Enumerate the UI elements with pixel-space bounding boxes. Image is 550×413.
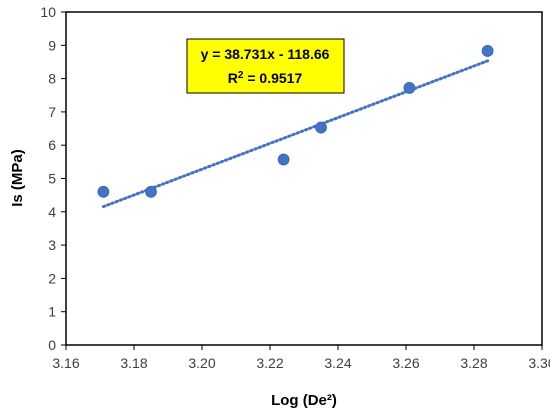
r-squared-value: = 0.9517	[243, 70, 302, 86]
y-tick-label: 2	[48, 270, 56, 286]
data-point	[481, 45, 494, 57]
y-tick-label: 0	[48, 337, 56, 353]
x-tick-label: 3.16	[52, 355, 79, 371]
y-axis-ticks: 0 1 2 3 4 5 6 7 8 9 10	[40, 4, 66, 353]
trendline-equation: y = 38.731x - 118.66	[201, 46, 330, 62]
x-tick-label: 3.18	[120, 355, 147, 371]
data-point	[277, 153, 290, 166]
x-axis-title: Log (De²)	[271, 392, 337, 409]
y-axis-title: Is (MPa)	[9, 149, 26, 207]
y-tick-label: 3	[48, 237, 56, 253]
r-squared-label: R2 = 0.9517	[228, 70, 303, 86]
y-tick-label: 8	[48, 71, 56, 87]
y-tick-label: 1	[48, 304, 56, 320]
data-point	[403, 82, 416, 94]
data-point	[145, 185, 157, 198]
data-points	[97, 45, 494, 198]
r-squared-symbol: R	[228, 70, 238, 86]
data-point	[315, 121, 327, 134]
trendline	[101, 59, 490, 209]
y-tick-label: 10	[40, 4, 56, 20]
y-tick-label: 6	[48, 137, 56, 153]
x-tick-label: 3.30	[528, 355, 550, 371]
equation-box-background	[186, 38, 345, 94]
x-tick-label: 3.24	[324, 355, 351, 371]
x-tick-label: 3.22	[256, 355, 283, 371]
y-tick-label: 4	[48, 204, 56, 220]
y-tick-label: 9	[48, 37, 56, 53]
y-tick-label: 5	[48, 171, 56, 187]
r-squared-superscript: 2	[238, 70, 244, 81]
x-tick-label: 3.20	[188, 355, 215, 371]
data-point	[97, 185, 110, 198]
equation-box: y = 38.731x - 118.66 R2 = 0.9517	[186, 38, 345, 94]
y-tick-label: 7	[48, 104, 56, 120]
x-axis-ticks: 3.16 3.18 3.20 3.22 3.24 3.26 3.28 3.30	[52, 345, 550, 371]
x-tick-label: 3.26	[392, 355, 419, 371]
x-tick-label: 3.28	[460, 355, 487, 371]
